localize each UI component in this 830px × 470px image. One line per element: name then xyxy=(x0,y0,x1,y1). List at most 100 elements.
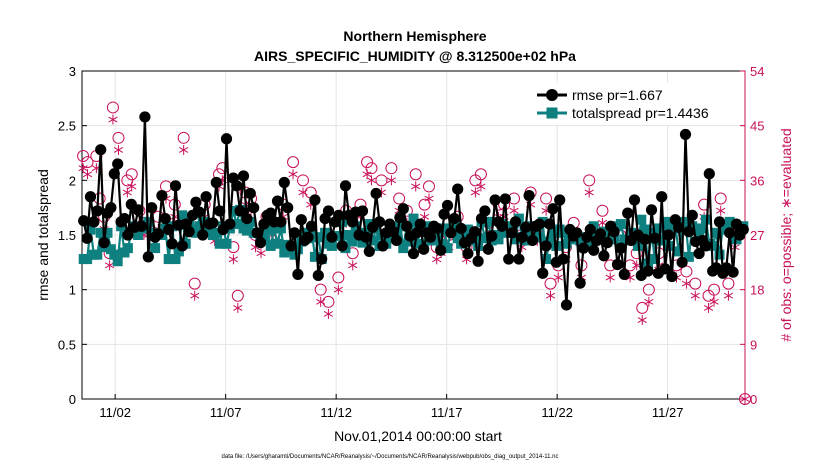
obs-possible-marker xyxy=(361,156,374,169)
obs-evaluated-marker xyxy=(366,175,377,186)
spread-point xyxy=(422,221,433,232)
spread-point xyxy=(660,216,671,227)
chart-subtitle: AIRS_SPECIFIC_HUMIDITY @ 8.312500e+02 hP… xyxy=(254,48,576,64)
spread-point xyxy=(653,223,664,234)
obs-evaluated-stroke xyxy=(476,183,486,190)
spread-point xyxy=(615,219,626,230)
x-tick-label: 11/02 xyxy=(99,405,131,420)
spread-point xyxy=(109,249,120,260)
rmse-point xyxy=(554,194,566,206)
rmse-point xyxy=(295,214,307,226)
rmse-point xyxy=(414,218,426,230)
obs-evaluated-stroke xyxy=(703,304,714,311)
spread-point xyxy=(258,232,269,243)
rmse-point xyxy=(547,203,559,215)
rmse-point xyxy=(513,253,525,265)
obs-evaluated-stroke xyxy=(470,189,480,196)
rmse-point xyxy=(693,247,705,260)
spread-point xyxy=(343,230,354,240)
spread-point xyxy=(231,219,242,230)
y-tick-label: 1 xyxy=(69,283,76,298)
spread-point xyxy=(333,231,344,242)
rmse-point xyxy=(401,220,413,232)
spread-point xyxy=(177,210,188,221)
obs-evaluated-stroke xyxy=(709,298,719,305)
obs-evaluated-marker xyxy=(553,272,563,283)
rmse-point xyxy=(231,180,243,192)
rmse-point xyxy=(479,205,491,217)
spread-point xyxy=(269,223,280,234)
spread-point xyxy=(122,243,133,254)
obs-evaluated-marker xyxy=(545,290,556,301)
obs-evaluated-marker xyxy=(470,187,480,198)
obs-evaluated-stroke xyxy=(333,286,343,293)
rmse-point xyxy=(258,218,270,230)
obs-possible-marker xyxy=(112,131,125,144)
rmse-point xyxy=(397,203,409,215)
obs-evaluated-marker xyxy=(288,169,298,180)
spread-point xyxy=(326,240,337,251)
obs-evaluated-marker xyxy=(179,144,189,155)
rmse-point xyxy=(81,232,93,244)
spread-point xyxy=(646,227,657,238)
rmse-point xyxy=(387,226,399,238)
rmse-point xyxy=(305,220,318,232)
rmse-point xyxy=(628,194,641,206)
rmse-point xyxy=(448,213,460,225)
rmse-point xyxy=(394,211,406,224)
obs-evaluated-marker xyxy=(476,181,486,192)
rmse-point xyxy=(469,226,481,238)
obs-possible-marker xyxy=(322,295,335,308)
obs-possible-marker xyxy=(739,393,751,405)
spread-point xyxy=(575,235,586,246)
rmse-point xyxy=(224,218,236,230)
obs-possible-marker xyxy=(393,192,406,205)
obs-possible-marker xyxy=(474,168,487,181)
obs-possible-marker xyxy=(188,277,201,290)
spread-point xyxy=(320,227,331,238)
rmse-point xyxy=(679,128,692,141)
rmse-point xyxy=(190,196,202,208)
legend-rmse-label: rmse pr=1.667 xyxy=(572,87,663,103)
rmse-point xyxy=(360,231,372,243)
obs-evaluated-stroke xyxy=(637,317,647,323)
rmse-point xyxy=(207,217,219,229)
rmse-point xyxy=(686,209,698,221)
obs-possible-marker xyxy=(642,283,655,296)
rmse-point xyxy=(278,176,290,189)
rmse-point xyxy=(108,168,120,180)
rmse-point xyxy=(520,221,532,233)
spread-point xyxy=(265,240,276,251)
obs-evaluated-stroke xyxy=(179,147,189,153)
rmse-point xyxy=(435,244,447,256)
spread-point xyxy=(541,254,552,265)
obs-evaluated-stroke xyxy=(122,189,132,196)
obs-possible-marker xyxy=(409,168,422,181)
obs-possible-marker xyxy=(680,265,693,278)
obs-possible-marker xyxy=(422,180,435,193)
obs-possible-marker xyxy=(418,198,431,211)
obs-possible-marker xyxy=(708,283,721,296)
spread-point xyxy=(272,238,283,249)
rmse-point xyxy=(445,227,457,239)
y2-tick-label: 27 xyxy=(750,228,764,243)
obs-evaluated-stroke xyxy=(256,250,266,257)
obs-evaluated-stroke xyxy=(419,213,430,220)
spread-point xyxy=(639,224,650,235)
rmse-point xyxy=(438,208,450,220)
rmse-point xyxy=(537,267,549,279)
spread-point xyxy=(105,244,116,255)
y2-tick-label: 18 xyxy=(750,283,764,298)
spread-point xyxy=(214,238,225,249)
obs-evaluated-stroke xyxy=(424,195,434,202)
spread-point xyxy=(357,237,368,248)
obs-possible-marker xyxy=(231,289,244,302)
obs-evaluated-stroke xyxy=(386,177,396,184)
obs-evaluated-marker xyxy=(644,296,654,307)
rmse-point xyxy=(666,270,678,283)
spread-point xyxy=(241,225,252,236)
rmse-point xyxy=(302,231,314,243)
y-tick-label: 0.5 xyxy=(58,337,76,352)
spread-point xyxy=(313,232,324,243)
spread-point xyxy=(170,254,181,265)
